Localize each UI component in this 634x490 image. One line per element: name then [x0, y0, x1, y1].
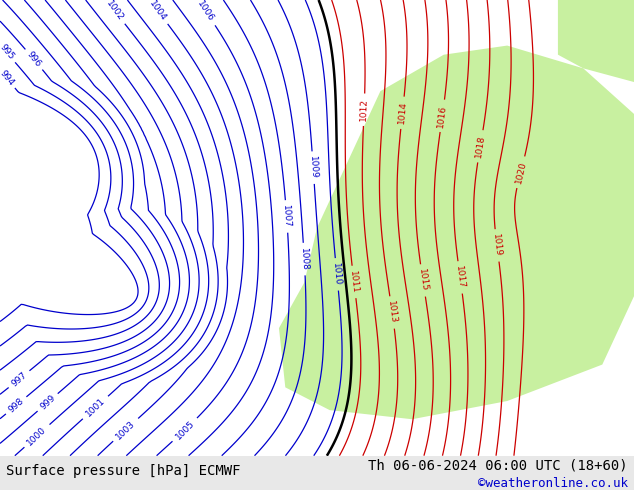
Polygon shape	[279, 46, 634, 419]
Text: 998: 998	[7, 396, 25, 415]
Text: Surface pressure [hPa] ECMWF: Surface pressure [hPa] ECMWF	[6, 464, 241, 478]
Text: 1011: 1011	[348, 270, 359, 294]
Text: 1016: 1016	[436, 104, 448, 128]
Text: 1017: 1017	[454, 266, 466, 290]
Text: 1000: 1000	[25, 425, 48, 447]
Text: Th 06-06-2024 06:00 UTC (18+60): Th 06-06-2024 06:00 UTC (18+60)	[368, 459, 628, 473]
Text: 999: 999	[38, 393, 57, 412]
Text: 995: 995	[0, 43, 15, 62]
Text: 1014: 1014	[397, 101, 408, 124]
Text: 1006: 1006	[196, 0, 216, 24]
Text: 1007: 1007	[281, 205, 292, 228]
Text: 996: 996	[25, 50, 43, 69]
Polygon shape	[558, 0, 634, 82]
Text: 1010: 1010	[332, 263, 342, 286]
Text: 1019: 1019	[491, 233, 503, 257]
Text: 1003: 1003	[114, 418, 137, 441]
Text: 1004: 1004	[147, 0, 168, 23]
Text: 997: 997	[10, 370, 29, 388]
Text: 1009: 1009	[308, 156, 318, 179]
Text: 1015: 1015	[417, 269, 429, 293]
Text: 1012: 1012	[359, 98, 369, 122]
Text: 1008: 1008	[299, 247, 309, 271]
Text: 1002: 1002	[104, 0, 125, 23]
Text: 1001: 1001	[84, 396, 107, 419]
Text: 1013: 1013	[386, 300, 398, 324]
Text: 994: 994	[0, 69, 15, 88]
Text: 1020: 1020	[514, 160, 527, 184]
Text: 1018: 1018	[474, 134, 486, 158]
Text: 1005: 1005	[174, 418, 196, 441]
Text: ©weatheronline.co.uk: ©weatheronline.co.uk	[477, 477, 628, 490]
